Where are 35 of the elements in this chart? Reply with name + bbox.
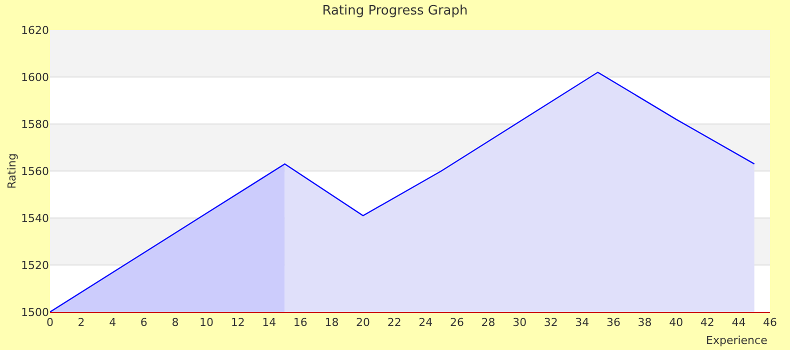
x-tick-label: 38 xyxy=(638,316,652,330)
y-tick-label: 1620 xyxy=(21,24,49,37)
x-tick-label: 44 xyxy=(732,316,746,330)
x-tick-label: 22 xyxy=(387,316,402,330)
x-tick-label: 46 xyxy=(763,316,777,330)
x-tick-label: 0 xyxy=(46,316,54,330)
y-tick-label: 1600 xyxy=(21,70,49,84)
x-tick-label: 20 xyxy=(356,316,370,330)
y-tick-label: 1540 xyxy=(21,212,49,225)
y-tick-label: 1520 xyxy=(21,258,49,272)
x-tick-label: 4 xyxy=(109,316,116,330)
x-tick-label: 30 xyxy=(512,316,527,330)
x-axis-title: Experience xyxy=(706,334,768,347)
x-tick-label: 14 xyxy=(262,316,276,330)
y-tick-label: 1580 xyxy=(21,118,49,131)
y-tick-label: 1560 xyxy=(21,164,49,178)
x-tick-label: 2 xyxy=(78,316,85,330)
x-tick-label: 12 xyxy=(230,316,245,330)
x-tick-label: 28 xyxy=(481,316,496,330)
x-tick-label: 18 xyxy=(324,316,339,330)
x-tick-label: 34 xyxy=(575,316,590,330)
chart-title: Rating Progress Graph xyxy=(322,3,468,18)
x-tick-label: 24 xyxy=(418,316,433,330)
x-tick-label: 40 xyxy=(669,316,684,330)
x-tick-label: 26 xyxy=(450,316,464,330)
x-tick-label: 10 xyxy=(200,316,214,330)
x-tick-label: 6 xyxy=(140,316,148,330)
x-tick-label: 32 xyxy=(544,316,558,330)
x-tick-label: 16 xyxy=(293,316,308,330)
x-tick-label: 8 xyxy=(172,316,179,330)
x-tick-label: 36 xyxy=(606,316,620,330)
line-series xyxy=(50,72,755,312)
y-tick-label: 1500 xyxy=(21,306,49,319)
x-tick-label: 42 xyxy=(700,316,714,330)
y-axis-title: Rating xyxy=(6,153,19,189)
